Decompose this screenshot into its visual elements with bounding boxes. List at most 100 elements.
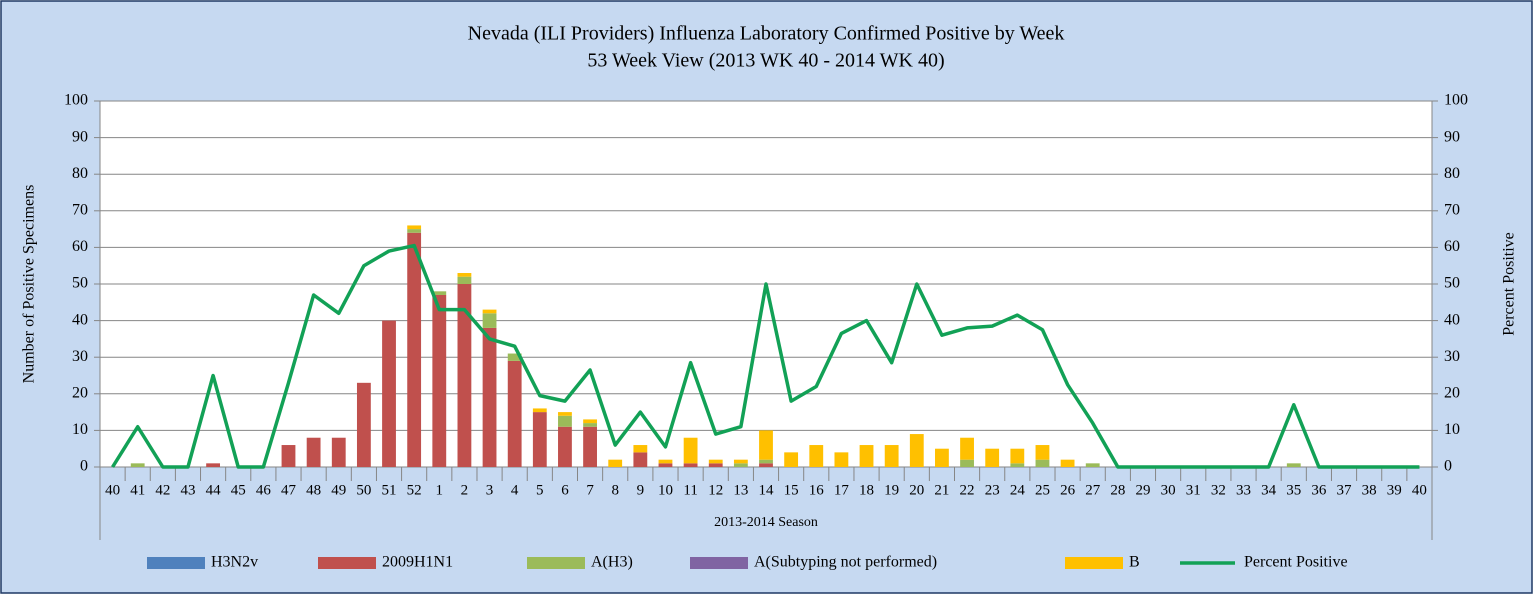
x-tick-label: 27 <box>1085 482 1101 498</box>
y2-tick-label: 20 <box>1444 384 1460 401</box>
bar <box>356 382 371 467</box>
x-tick-label: 37 <box>1337 482 1353 498</box>
y2-tick-label: 40 <box>1444 311 1460 328</box>
bar <box>1010 448 1025 464</box>
bar <box>532 412 547 467</box>
x-tick-label: 18 <box>859 482 874 498</box>
x-tick-label: 36 <box>1311 482 1327 498</box>
x-tick-label: 8 <box>611 482 619 498</box>
x-tick-label: 28 <box>1110 482 1125 498</box>
y-tick-label: 0 <box>80 458 88 475</box>
x-tick-label: 25 <box>1035 482 1050 498</box>
y-tick-label: 40 <box>72 311 88 328</box>
y-tick-label: 100 <box>64 92 88 109</box>
bar <box>960 459 974 467</box>
x-tick-label: 43 <box>180 482 195 498</box>
x-tick-label: 31 <box>1186 482 1201 498</box>
x-tick-label: 2 <box>461 482 469 498</box>
y2-axis-title: Percent Positive <box>1501 232 1518 336</box>
x-tick-label: 10 <box>658 482 673 498</box>
bar <box>985 448 1000 467</box>
bar <box>206 463 221 467</box>
y-tick-label: 10 <box>72 421 88 438</box>
legend-swatch <box>318 557 376 569</box>
x-tick-label: 1 <box>436 482 444 498</box>
bar <box>432 294 447 467</box>
y2-tick-label: 100 <box>1444 92 1468 109</box>
bar <box>407 225 422 230</box>
bar <box>708 459 723 464</box>
legend-swatch <box>527 557 585 569</box>
bar <box>1035 459 1050 467</box>
x-tick-label: 19 <box>884 482 899 498</box>
bar <box>331 437 346 467</box>
y2-tick-label: 0 <box>1444 458 1452 475</box>
bar <box>834 452 849 467</box>
x-tick-label: 26 <box>1060 482 1076 498</box>
x-tick-label: 33 <box>1236 482 1251 498</box>
y2-tick-label: 70 <box>1444 201 1460 218</box>
bar <box>759 463 773 467</box>
bar <box>1060 459 1075 467</box>
bar <box>784 452 799 467</box>
x-tick-label: 20 <box>909 482 924 498</box>
bar <box>558 415 572 427</box>
x-tick-label: 5 <box>536 482 544 498</box>
y-tick-label: 60 <box>72 238 88 255</box>
x-tick-label: 24 <box>1010 482 1026 498</box>
x-tick-label: 38 <box>1362 482 1377 498</box>
bar <box>658 459 673 464</box>
x-tick-label: 17 <box>834 482 850 498</box>
bar <box>457 273 472 277</box>
x-tick-label: 49 <box>331 482 346 498</box>
legend-swatch <box>690 557 748 569</box>
bar <box>407 232 422 467</box>
x-tick-label: 16 <box>809 482 825 498</box>
x-tick-label: 51 <box>382 482 397 498</box>
x-tick-label: 45 <box>231 482 246 498</box>
legend-swatch <box>1065 557 1123 569</box>
bar <box>482 313 497 328</box>
x-tick-label: 50 <box>356 482 371 498</box>
x-tick-label: 35 <box>1286 482 1301 498</box>
x-tick-label: 46 <box>256 482 272 498</box>
x-tick-label: 3 <box>486 482 494 498</box>
legend-label: 2009H1N1 <box>382 554 453 571</box>
bar <box>683 463 698 467</box>
x-tick-label: 23 <box>985 482 1000 498</box>
y2-tick-label: 50 <box>1444 275 1460 292</box>
x-tick-label: 12 <box>708 482 723 498</box>
x-tick-label: 9 <box>637 482 645 498</box>
bar <box>583 423 597 427</box>
bar <box>859 445 874 467</box>
y-tick-label: 70 <box>72 201 88 218</box>
legend-label: A(H3) <box>591 554 633 571</box>
x-tick-label: 32 <box>1211 482 1226 498</box>
x-tick-label: 13 <box>733 482 748 498</box>
bar <box>482 309 497 314</box>
y2-tick-label: 60 <box>1444 238 1460 255</box>
x-tick-label: 14 <box>759 482 775 498</box>
bar <box>683 437 698 464</box>
bar <box>583 426 597 467</box>
bar <box>1010 463 1025 467</box>
bar <box>281 445 296 467</box>
bar <box>884 445 899 467</box>
chart-title: Nevada (ILI Providers) Influenza Laborat… <box>468 23 1065 45</box>
bar <box>382 320 396 467</box>
x-tick-label: 15 <box>784 482 799 498</box>
x-tick-label: 40 <box>1412 482 1427 498</box>
x-tick-label: 39 <box>1387 482 1402 498</box>
bar <box>507 360 522 467</box>
y-tick-label: 30 <box>72 348 88 365</box>
bar <box>935 448 949 467</box>
x-tick-label: 21 <box>934 482 949 498</box>
x-tick-label: 7 <box>586 482 594 498</box>
bar <box>583 419 597 424</box>
bar <box>407 229 422 233</box>
bar <box>1035 445 1050 460</box>
bar <box>558 412 572 416</box>
x-tick-label: 6 <box>561 482 569 498</box>
y2-tick-label: 10 <box>1444 421 1460 438</box>
